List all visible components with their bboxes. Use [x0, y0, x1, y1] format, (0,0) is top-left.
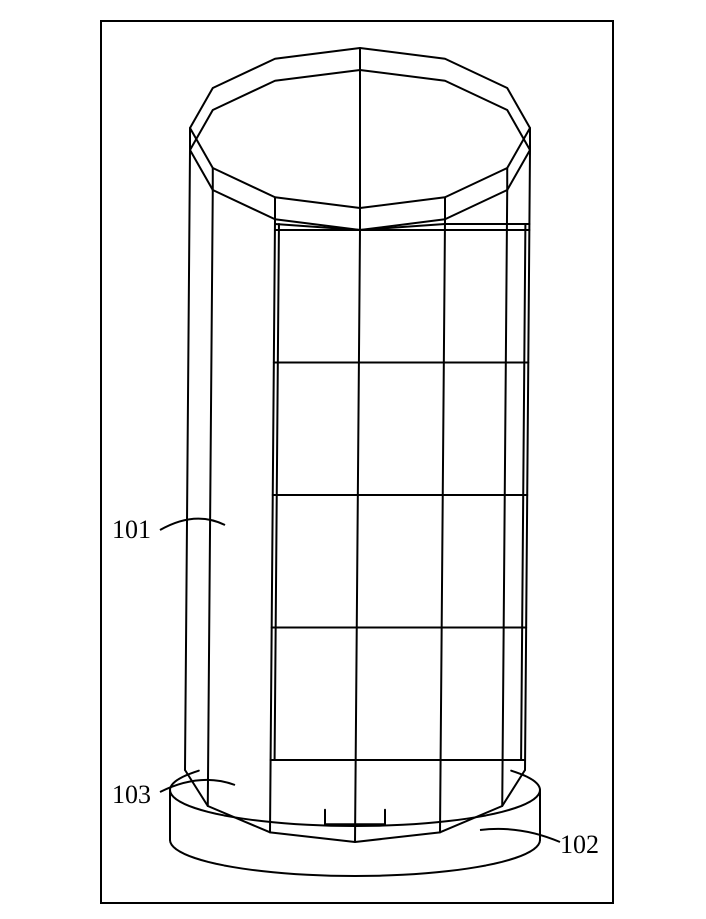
- figure-svg: [0, 0, 706, 919]
- callout-label-101: 101: [112, 515, 151, 545]
- callout-label-103: 103: [112, 780, 151, 810]
- callout-label-102: 102: [560, 830, 599, 860]
